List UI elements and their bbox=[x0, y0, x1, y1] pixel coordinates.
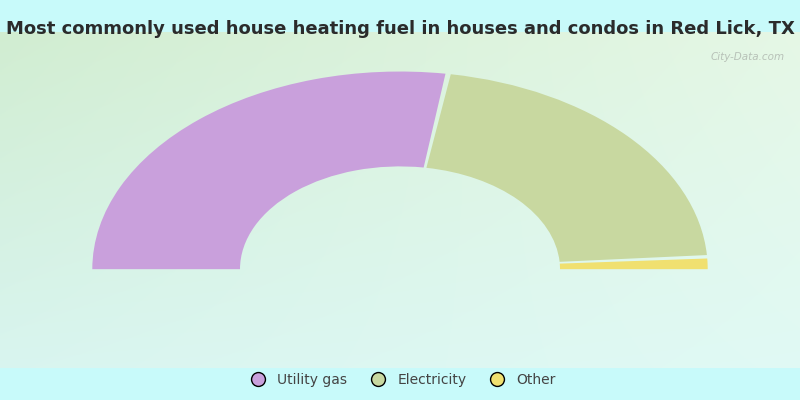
Wedge shape bbox=[560, 258, 708, 269]
Text: Most commonly used house heating fuel in houses and condos in Red Lick, TX: Most commonly used house heating fuel in… bbox=[6, 20, 794, 38]
Legend: Utility gas, Electricity, Other: Utility gas, Electricity, Other bbox=[238, 368, 562, 392]
Text: City-Data.com: City-Data.com bbox=[710, 52, 785, 62]
Wedge shape bbox=[426, 74, 707, 262]
Wedge shape bbox=[92, 72, 446, 269]
